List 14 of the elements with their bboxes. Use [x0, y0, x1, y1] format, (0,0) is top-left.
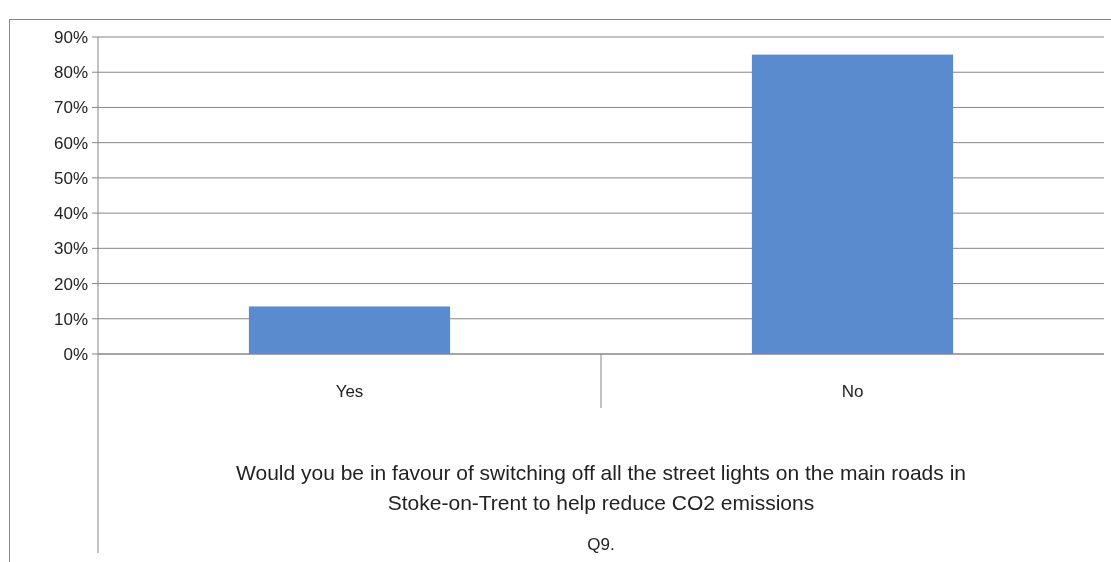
text: Q9.	[587, 534, 615, 554]
x-tick-label: No	[841, 381, 864, 401]
y-tick-label: 30%	[53, 239, 88, 259]
y-tick-label: 60%	[53, 133, 88, 153]
y-tick-label: 70%	[53, 98, 88, 118]
x-tick-label: Yes	[335, 381, 364, 401]
y-tick-label: 50%	[53, 168, 88, 188]
x-axis-title: Would you be in favour of switching off all the street lights on the main roads in Stoke-on-Trent to help reduce CO2 emissions	[236, 461, 966, 515]
y-tick-label: 20%	[53, 274, 88, 294]
y-tick-label: 80%	[53, 63, 88, 83]
y-tick-label: 90%	[53, 27, 88, 47]
y-tick-label: 10%	[53, 309, 88, 329]
y-tick-label: 0%	[63, 344, 88, 364]
y-tick-label: 40%	[53, 204, 88, 224]
